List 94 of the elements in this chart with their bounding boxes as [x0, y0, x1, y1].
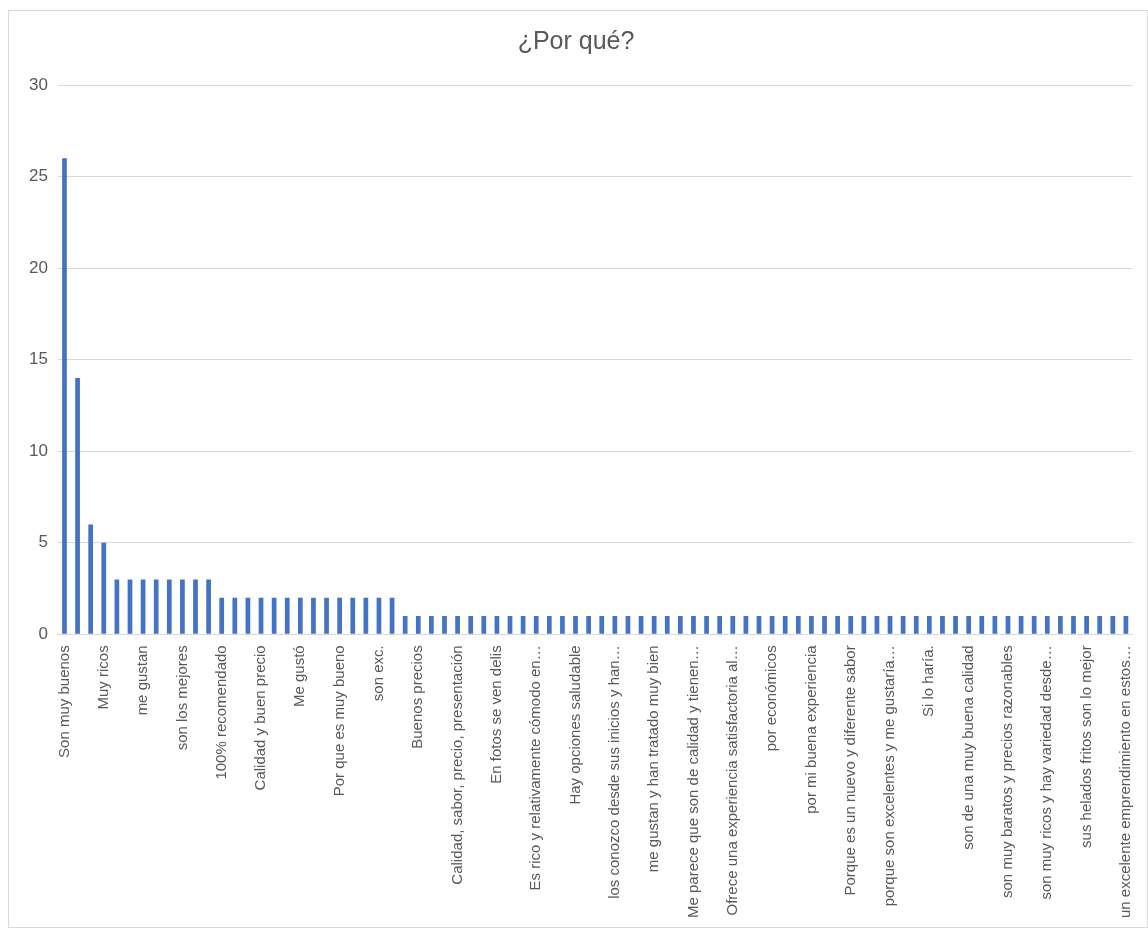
bar — [835, 616, 840, 634]
x-tick-label: por mi buena experiencia — [801, 644, 819, 814]
x-tick-label: por económicos — [762, 645, 780, 752]
x-tick-label: Calidad, sabor, precio, presentación — [447, 645, 465, 885]
bar — [926, 616, 932, 634]
bar — [546, 616, 552, 634]
x-tick-label: me gustan — [133, 645, 151, 716]
x-tick-label: porque son excelentes y me gustaría… — [880, 645, 898, 907]
bar — [311, 597, 316, 634]
x-tick-label: Me parece que son de calidad y tienen… — [683, 645, 701, 919]
bar — [651, 616, 657, 634]
bar — [350, 597, 356, 634]
bar — [153, 579, 159, 634]
bar — [861, 616, 867, 634]
bar — [940, 616, 945, 634]
bar — [612, 616, 618, 634]
bar — [1044, 616, 1050, 634]
x-tick-label: 100% recomendado — [211, 645, 229, 780]
bar — [337, 597, 343, 634]
x-tick-label: me gustan y han tratado muy bien — [644, 645, 662, 873]
x-tick-label: un excelente emprendimiento en estos… — [1116, 645, 1134, 918]
bar — [560, 616, 565, 634]
bar — [717, 616, 723, 634]
bar — [913, 616, 919, 634]
bar — [1084, 616, 1089, 634]
x-tick-label: Hay opciones saludable — [565, 645, 583, 805]
bar — [848, 616, 854, 634]
bar — [533, 616, 539, 634]
bar — [415, 616, 421, 634]
bar — [429, 616, 434, 634]
y-tick-label: 20 — [28, 257, 48, 277]
bar — [795, 616, 801, 634]
bar — [1110, 616, 1116, 634]
x-tick-label: Es rico y relativamente cómodo en… — [526, 645, 544, 891]
bar — [966, 616, 972, 634]
x-tick-label: son los mejores — [172, 645, 190, 751]
bar — [284, 597, 290, 634]
bar — [599, 616, 605, 634]
x-tick-label: los conozco desde sus inicios y han… — [604, 645, 622, 899]
bar — [101, 542, 107, 634]
x-tick-label: Son muy buenos — [54, 645, 72, 758]
bar — [809, 616, 814, 634]
x-tick-label: son de una muy buena calidad — [958, 645, 976, 850]
bar — [1097, 616, 1103, 634]
x-tick-label: Buenos precios — [408, 645, 426, 749]
bar — [206, 579, 211, 634]
x-tick-label: Me gustó — [290, 645, 308, 708]
bar — [822, 616, 827, 634]
bar — [219, 597, 225, 634]
bar — [468, 616, 474, 634]
bar — [586, 616, 591, 634]
bar — [232, 597, 238, 634]
bar — [704, 616, 709, 634]
y-tick-label: 30 — [28, 74, 48, 94]
bar — [691, 616, 696, 634]
x-tick-label: Por que es muy bueno — [329, 645, 347, 797]
bar — [1071, 616, 1076, 634]
y-tick-label: 0 — [38, 624, 48, 644]
bar — [297, 597, 303, 634]
bar — [455, 616, 460, 634]
x-tick-label: son muy baratos y precios razonables — [998, 645, 1016, 898]
bar — [664, 616, 670, 634]
x-tick-label: Ofrece una experiencia satisfactoria al… — [722, 645, 740, 916]
x-tick-label: Calidad y buen precio — [251, 645, 269, 791]
bar — [979, 616, 985, 634]
bar — [442, 616, 447, 634]
bar — [180, 579, 185, 634]
bar — [481, 616, 487, 634]
chart-title: ¿Por qué? — [517, 25, 635, 54]
x-tick-label: Porque es un nuevo y diferente sabor — [840, 645, 858, 896]
y-tick-label: 25 — [28, 166, 48, 186]
bar — [402, 616, 408, 634]
bar — [1058, 616, 1063, 634]
bar — [730, 616, 736, 634]
x-tick-label: En fotos se ven delis — [487, 645, 505, 784]
y-tick-label: 10 — [28, 440, 48, 460]
bar — [75, 377, 80, 634]
bar — [1031, 616, 1037, 634]
x-tick-label: sus helados fritos son lo mejor — [1076, 645, 1094, 848]
x-tick-label: son muy ricos y hay variedad desde… — [1037, 645, 1055, 900]
bar — [324, 597, 329, 634]
bar — [953, 616, 958, 634]
y-tick-label: 15 — [28, 349, 48, 369]
bar — [62, 158, 67, 634]
bar — [782, 616, 788, 634]
bar — [678, 616, 683, 634]
bar — [193, 579, 198, 634]
y-tick-label: 5 — [38, 532, 48, 552]
x-tick-label: Muy ricos — [93, 645, 111, 710]
bar — [88, 524, 94, 634]
bar — [166, 579, 172, 634]
x-tick-label: Si lo haría. — [919, 645, 937, 718]
bar — [573, 616, 578, 634]
x-tick-label: son exc. — [369, 645, 387, 702]
